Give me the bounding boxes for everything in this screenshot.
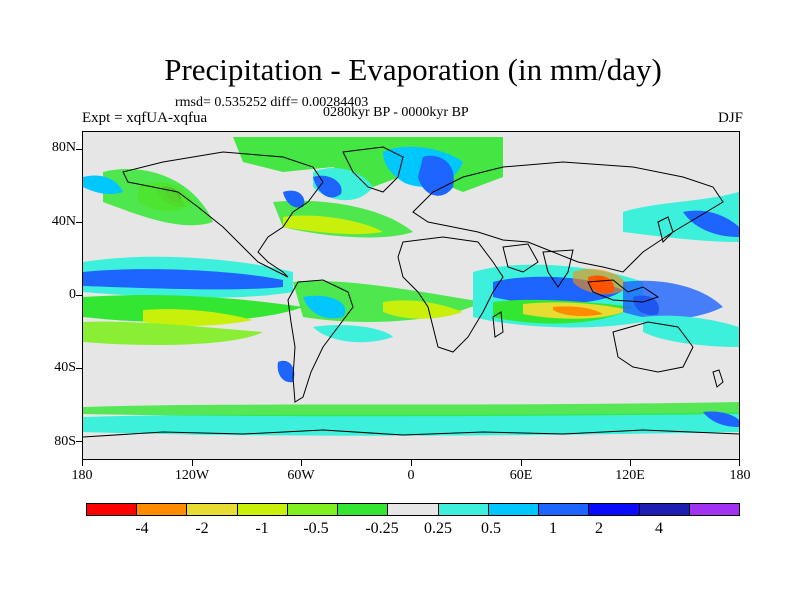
lon-label-180w: 180: [71, 468, 93, 483]
coast-maritime: [587, 279, 660, 303]
colorbar-swatch: [338, 504, 389, 515]
field-so-green: [83, 402, 739, 417]
coast-japan: [657, 216, 674, 243]
field-wpac-cyan: [643, 315, 739, 347]
colorbar-swatch: [287, 504, 339, 515]
field-satl-yellow: [383, 300, 463, 319]
lat-label-80s: 80S: [54, 434, 76, 449]
coast-arabia: [502, 243, 539, 273]
field-patagonia-blue: [277, 360, 295, 383]
colorbar-label: -1: [255, 520, 269, 537]
colorbar-swatch: [87, 504, 138, 515]
colorbar-swatch: [237, 504, 288, 515]
lon-tick: [192, 460, 193, 466]
colorbar: [86, 503, 740, 516]
season-label: DJF: [717, 110, 743, 126]
colorbar-swatch: [639, 504, 690, 515]
coast-new-zealand: [712, 369, 724, 388]
lat-tick: [76, 222, 82, 223]
coast-madagascar: [492, 311, 504, 338]
lon-label-60w: 60W: [287, 468, 315, 483]
lat-label-80n: 80N: [51, 140, 76, 155]
field-sepac-yellow: [143, 309, 253, 326]
lat-label-0: 0: [69, 287, 76, 302]
colorbar-swatch: [488, 504, 540, 515]
field-canada-blue: [313, 175, 342, 198]
field-wpac-blue: [623, 280, 723, 319]
field-atl-blue: [283, 190, 305, 208]
lat-tick: [76, 368, 82, 369]
field-mc-orange: [573, 268, 628, 295]
lat-tick: [76, 295, 82, 296]
coast-antarctica: [83, 429, 739, 438]
map-title: Precipitation - Evaporation (in mm/day): [164, 52, 662, 87]
colorbar-label: -0.5: [303, 520, 329, 537]
coast-india: [542, 249, 574, 288]
colorbar-swatch: [539, 504, 590, 515]
lat-tick: [76, 149, 82, 150]
coast-africa: [397, 236, 504, 353]
field-amazon-blue: [303, 295, 346, 319]
experiment-label: Expt = xqfUA-xqfua: [82, 110, 208, 126]
field-eqpac-green: [83, 295, 303, 323]
field-so-blue: [703, 411, 739, 427]
period-label: 0280kyr BP - 0000kyr BP: [323, 105, 469, 120]
lat-label-40n: 40N: [51, 214, 76, 229]
colorbar-label: -4: [135, 520, 149, 537]
colorbar-label: 0.5: [481, 520, 501, 537]
lon-tick: [301, 460, 302, 466]
field-spac-green: [83, 321, 263, 345]
colorbar-label: 4: [655, 520, 663, 537]
coast-australia: [612, 321, 694, 373]
colorbar-swatch: [187, 504, 238, 515]
colorbar-label: 0.25: [424, 520, 452, 537]
lat-tick: [76, 441, 82, 442]
stats-line: rmsd= 0.535252 diff= 0.00284403: [175, 95, 369, 110]
coast-north-america: [122, 151, 324, 278]
map-panel: [82, 131, 740, 460]
coast-south-america: [287, 279, 354, 403]
lon-label-60e: 60E: [509, 468, 533, 483]
lon-label-180e: 180: [729, 468, 751, 483]
coast-europe-asia: [412, 161, 724, 273]
field-npac-blue: [83, 175, 123, 195]
map-svg: [83, 137, 739, 438]
colorbar-label: -0.25: [365, 520, 399, 537]
lat-label-40s: 40S: [54, 360, 76, 375]
field-satl-cyan: [313, 325, 393, 343]
lon-tick: [411, 460, 412, 466]
lon-tick: [82, 460, 83, 466]
colorbar-swatch: [388, 504, 439, 515]
colorbar-swatch: [438, 504, 489, 515]
field-io-orange: [553, 306, 603, 317]
lon-tick: [739, 460, 740, 466]
colorbar-label: -2: [195, 520, 209, 537]
colorbar-label: 1: [549, 520, 557, 537]
field-eqpac-blue: [83, 269, 283, 290]
lon-label-120e: 120E: [615, 468, 645, 483]
colorbar-swatch: [137, 504, 188, 515]
coastlines: [83, 146, 739, 438]
field-natl-yellow: [283, 215, 383, 235]
field-so-cyan: [83, 412, 739, 436]
lon-tick: [630, 460, 631, 466]
colorbar-swatch: [589, 504, 640, 515]
colorbar-swatch: [689, 504, 740, 515]
lon-label-0: 0: [407, 468, 415, 483]
colorbar-label: 2: [595, 520, 603, 537]
field-anomalies: [83, 137, 739, 436]
coast-greenland: [342, 146, 404, 193]
lon-tick: [521, 460, 522, 466]
field-npac-green: [103, 169, 213, 226]
lon-label-120w: 120W: [174, 468, 210, 483]
